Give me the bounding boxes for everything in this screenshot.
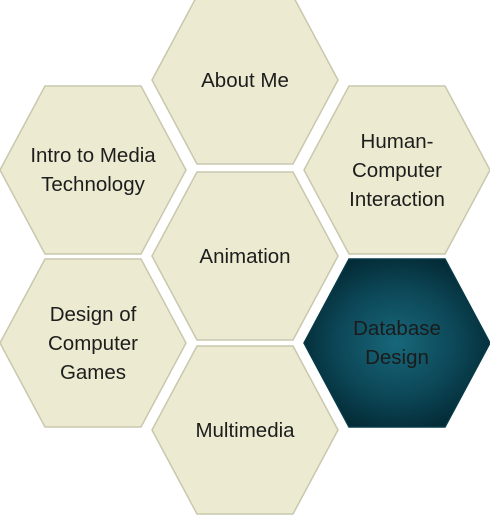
hex-tile-human-computer-interaction[interactable]: Human- Computer Interaction — [302, 84, 490, 256]
hex-tile-design-of-computer-games[interactable]: Design of Computer Games — [0, 257, 188, 429]
hex-label-about-me: About Me — [201, 68, 289, 92]
hex-tile-animation[interactable]: Animation — [150, 170, 340, 342]
hex-label-database-design: Database Design — [353, 317, 441, 369]
hex-label-intro-to-media-technology: Intro to Media Technology — [30, 144, 156, 196]
hex-label-animation: Animation — [199, 244, 291, 268]
hexagon-shape — [0, 258, 187, 428]
hex-label-design-of-computer-games: Design of Computer Games — [47, 302, 138, 384]
hexagon-shape — [151, 171, 339, 341]
hex-tile-database-design[interactable]: Database Design — [302, 257, 490, 429]
hex-tile-multimedia[interactable]: Multimedia — [150, 344, 340, 516]
hex-tile-about-me[interactable]: About Me — [150, 0, 340, 166]
hexagon-shape — [303, 85, 490, 255]
hexagon-shape — [0, 85, 187, 255]
hex-tile-intro-to-media-technology[interactable]: Intro to Media Technology — [0, 84, 188, 256]
hexagon-shape — [151, 345, 339, 515]
hex-label-multimedia: Multimedia — [195, 418, 295, 442]
hex-label-human-computer-interaction: Human- Computer Interaction — [349, 129, 445, 211]
hexagon-shape — [303, 258, 490, 428]
hexagon-shape — [151, 0, 339, 165]
